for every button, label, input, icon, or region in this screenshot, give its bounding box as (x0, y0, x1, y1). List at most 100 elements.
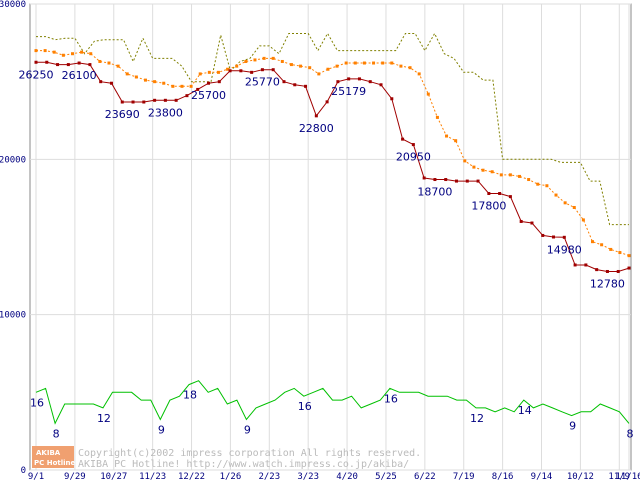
y-axis: 0 10000 20000 30000 (0, 0, 26, 476)
x-tick-label: 12/22 (178, 472, 205, 480)
series-line-0 (36, 32, 629, 226)
y-tick-label: 0 (21, 466, 26, 476)
data-point (88, 63, 92, 67)
data-point (198, 72, 202, 76)
count-data-label: 9 (244, 424, 251, 437)
data-point (435, 115, 439, 119)
data-point (89, 52, 93, 56)
data-point (498, 192, 502, 196)
data-point (189, 84, 193, 88)
data-point (344, 61, 348, 65)
count-data-label: 16 (384, 392, 398, 405)
data-point (379, 83, 383, 87)
series-line-3 (35, 380, 630, 425)
price-data-label: 25179 (331, 85, 366, 98)
data-point (390, 97, 394, 101)
price-data-label: 12780 (590, 277, 625, 290)
data-point (417, 72, 421, 76)
watermark-copyright: Copyright(c)2002 impress corporation All… (78, 448, 421, 459)
data-point (107, 61, 111, 65)
data-point (335, 64, 339, 68)
data-point (162, 81, 166, 85)
data-point (433, 178, 437, 182)
data-point (70, 52, 74, 56)
data-point (530, 221, 534, 225)
price-data-label: 25700 (191, 89, 226, 102)
x-tick-label: 4/20 (336, 472, 358, 480)
data-point (304, 84, 308, 88)
data-point (518, 174, 522, 178)
data-point (299, 64, 303, 68)
data-point (289, 63, 293, 67)
price-data-label: 18700 (417, 186, 452, 199)
data-point (61, 53, 65, 57)
data-point (454, 179, 458, 183)
data-point (153, 98, 157, 102)
series-line-2 (36, 61, 630, 272)
price-data-label: 17800 (471, 200, 506, 213)
data-point (262, 56, 266, 60)
data-point (563, 201, 567, 205)
series-group (34, 32, 631, 425)
data-point (216, 70, 220, 74)
price-data-label: 26100 (62, 69, 97, 82)
data-point (271, 56, 275, 60)
data-point (399, 64, 403, 68)
data-point (56, 63, 60, 67)
data-point (308, 66, 312, 70)
data-point (490, 170, 494, 174)
data-point (562, 235, 566, 239)
data-point (271, 68, 275, 72)
data-point (325, 100, 329, 104)
price-data-label: 22800 (299, 122, 334, 135)
x-tick-label: 9/1 (28, 472, 44, 480)
watermark-url: AKIBA PC Hotline! http://www.watch.impre… (78, 459, 409, 470)
data-point (465, 179, 469, 183)
data-point (142, 100, 146, 104)
data-point (282, 80, 286, 84)
data-point (99, 80, 103, 84)
price-data-label: 20950 (396, 151, 431, 164)
y-tick-label: 10000 (0, 311, 26, 321)
x-tick-label: 9/29 (64, 472, 86, 480)
data-point (552, 235, 556, 239)
data-point (600, 243, 604, 247)
count-data-label: 9 (569, 420, 576, 433)
price-data-label: 26250 (19, 68, 54, 81)
data-point (207, 70, 211, 74)
data-point (228, 69, 232, 73)
data-point (109, 81, 113, 85)
data-point (591, 240, 595, 244)
price-data-label: 14980 (547, 243, 582, 256)
data-point (381, 61, 385, 65)
data-point (426, 92, 430, 96)
data-point (80, 50, 84, 54)
y-tick-label: 30000 (0, 0, 26, 10)
data-point (572, 205, 576, 209)
data-point (314, 114, 318, 118)
data-point (180, 84, 184, 88)
y-tick-label: 20000 (0, 155, 26, 165)
data-point (253, 58, 257, 62)
price-data-label: 23690 (105, 108, 140, 121)
count-data-label: 16 (298, 400, 312, 413)
data-point (519, 219, 523, 223)
data-point (422, 176, 426, 180)
data-point (573, 263, 577, 267)
watermark-logo-bottom: PC Hotline! (34, 459, 78, 467)
count-data-label: 8 (53, 427, 60, 440)
data-point (174, 98, 178, 102)
data-point (609, 247, 613, 251)
data-point (357, 77, 361, 81)
data-point (120, 100, 124, 104)
x-tick-label: 11/16 (615, 472, 640, 480)
data-point (595, 268, 599, 272)
data-point (239, 69, 243, 73)
data-point (153, 80, 157, 84)
data-point (541, 233, 545, 237)
data-point (250, 70, 254, 74)
x-tick-label: 11/9 (608, 472, 630, 480)
data-point (445, 134, 449, 138)
x-tick-label: 7/19 (453, 472, 475, 480)
